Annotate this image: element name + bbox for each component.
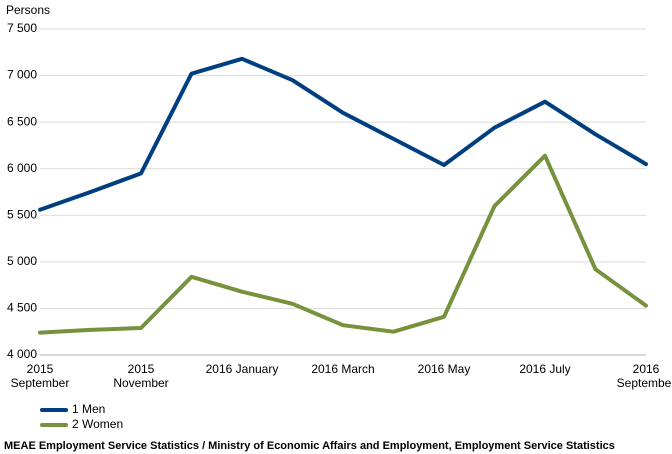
y-tick-label: 7 000 bbox=[7, 68, 37, 82]
y-tick-label: 6 000 bbox=[7, 161, 37, 175]
y-tick-label: 4 500 bbox=[7, 301, 37, 315]
x-tick-label: 2016 July bbox=[519, 362, 571, 376]
line-series bbox=[38, 153, 648, 335]
legend-label: 2 Women bbox=[72, 417, 123, 431]
x-tick-label: 2016 May bbox=[417, 362, 471, 376]
y-tick-label: 5 000 bbox=[7, 254, 37, 268]
legend-label: 1 Men bbox=[72, 402, 105, 416]
y-tick-label: 7 500 bbox=[7, 21, 37, 35]
x-tick-label: 2015 November bbox=[113, 362, 169, 390]
y-axis-label: Persons bbox=[6, 3, 50, 17]
x-tick-label: 2016 September bbox=[616, 362, 672, 390]
y-tick-label: 5 500 bbox=[7, 207, 37, 221]
line-series bbox=[38, 56, 648, 212]
x-tick-label: 2016 January bbox=[205, 362, 279, 376]
x-tick-label: 2016 March bbox=[311, 362, 375, 376]
source: MEAE Employment Service Statistics / Min… bbox=[4, 440, 615, 452]
y-tick-label: 4 000 bbox=[7, 347, 37, 361]
x-tick-label: 2015 September bbox=[10, 362, 70, 390]
y-tick-label: 6 500 bbox=[7, 114, 37, 128]
